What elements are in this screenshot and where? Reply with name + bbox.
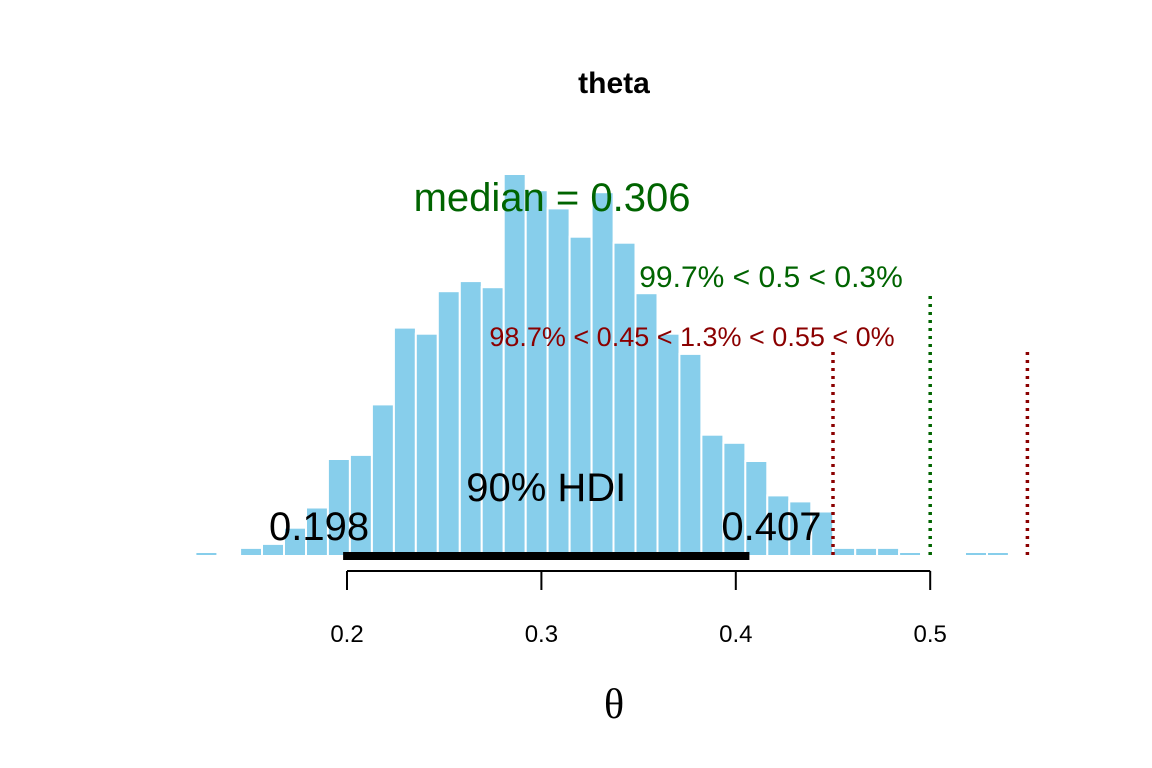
rope-label: 98.7% < 0.45 < 1.3% < 0.55 < 0% — [489, 322, 894, 352]
x-tick-label-2: 0.4 — [719, 621, 752, 648]
x-tick-label-0: 0.2 — [330, 621, 363, 648]
histogram-bar-29 — [854, 546, 879, 558]
hdi-low-label: 0.198 — [269, 505, 369, 549]
histogram-bar-21 — [678, 352, 703, 557]
histogram-bar-22 — [700, 433, 725, 558]
histogram-bars — [194, 173, 1032, 558]
rope-group: 98.7% < 0.45 < 1.3% < 0.55 < 0% — [489, 322, 1030, 556]
histogram-bar-27 — [810, 510, 835, 557]
histogram-bar-31 — [898, 551, 923, 557]
histogram-bar-0 — [194, 551, 219, 557]
x-axis-label: θ — [604, 682, 624, 728]
histogram-bar-9 — [414, 332, 439, 558]
histogram-bar-20 — [656, 332, 681, 558]
comparison-group: 99.7% < 0.5 < 0.3% — [639, 261, 932, 556]
chart-title: theta — [578, 67, 650, 100]
histogram-bar-8 — [392, 326, 417, 557]
x-axis-ticks: 0.2 0.3 0.4 0.5 — [330, 571, 947, 648]
histogram-bar-28 — [832, 546, 857, 558]
histogram-bar-30 — [876, 546, 901, 558]
histogram-bar-7 — [370, 403, 395, 557]
hdi-high-label: 0.407 — [721, 505, 821, 549]
histogram-bar-33 — [942, 553, 966, 557]
comparison-label: 99.7% < 0.5 < 0.3% — [639, 261, 903, 294]
histogram-bar-1 — [239, 546, 264, 558]
x-tick-label-1: 0.3 — [525, 621, 558, 648]
histogram-bar-34 — [964, 551, 988, 557]
x-tick-label-3: 0.5 — [914, 621, 947, 648]
x-axis: 0.2 0.3 0.4 0.5 — [330, 570, 947, 648]
hdi-group: 90% HDI 0.198 0.407 — [269, 466, 821, 560]
histogram-bar-35 — [986, 551, 1010, 557]
hdi-label: 90% HDI — [466, 466, 626, 510]
histogram-bar-11 — [458, 280, 483, 557]
histogram-bar-32 — [920, 553, 945, 557]
median-label: median = 0.306 — [414, 176, 691, 220]
histogram-bar-36 — [1007, 553, 1032, 557]
histogram-bar-10 — [436, 290, 461, 557]
